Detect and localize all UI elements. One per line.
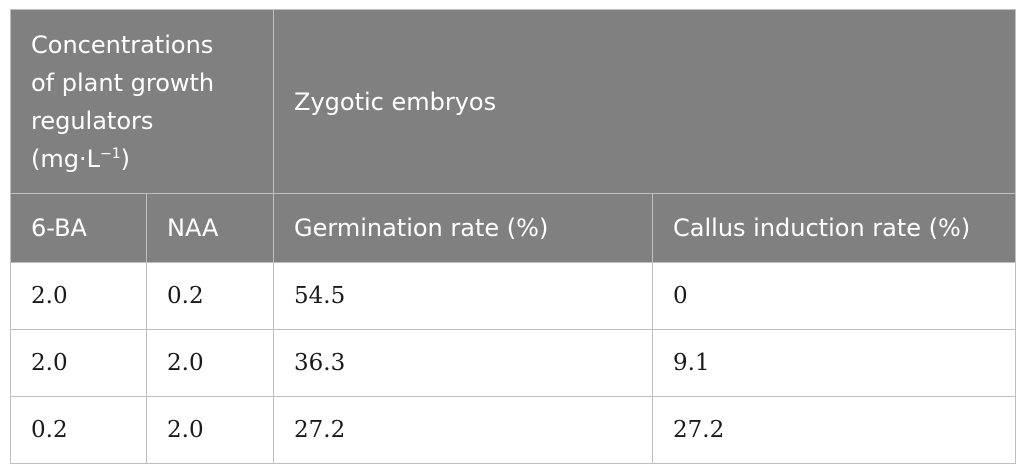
cell-naa: 2.0 xyxy=(145,329,275,397)
table-row: 2.0 2.0 36.3 9.1 xyxy=(10,329,1017,397)
column-header-callus-induction-rate: Callus induction rate (%) xyxy=(652,193,1017,263)
unit-close: ) xyxy=(120,144,130,173)
cell-callus-induction-rate: 9.1 xyxy=(652,329,1017,397)
unit-exponent: −1 xyxy=(99,145,121,162)
cell-germination-rate: 54.5 xyxy=(273,262,654,330)
cell-callus-induction-rate: 0 xyxy=(652,262,1017,330)
header-row-top: Concentrations of plant growth regulator… xyxy=(9,9,1017,194)
cell-germination-rate: 27.2 xyxy=(273,396,654,464)
header-cell-zygotic-embryos: Zygotic embryos xyxy=(273,9,1017,194)
header-cell-concentrations: Concentrations of plant growth regulator… xyxy=(9,9,275,194)
column-header-6ba: 6-BA xyxy=(10,193,147,263)
cell-naa: 2.0 xyxy=(145,396,275,464)
cell-naa: 0.2 xyxy=(145,262,275,330)
header-line-2: of plant growth xyxy=(31,68,215,97)
table-row: 0.2 2.0 27.2 27.2 xyxy=(10,396,1017,464)
cell-6ba: 2.0 xyxy=(10,329,147,397)
unit-text: (mg·L xyxy=(31,144,100,173)
cell-6ba: 2.0 xyxy=(10,262,147,330)
header-line-1: Concentrations xyxy=(31,30,214,59)
cell-6ba: 0.2 xyxy=(10,396,147,464)
table-row: 2.0 0.2 54.5 0 xyxy=(10,262,1017,330)
header-line-4: (mg·L−1) xyxy=(31,140,273,178)
column-header-germination-rate: Germination rate (%) xyxy=(273,193,654,263)
header-row-columns: 6-BA NAA Germination rate (%) Callus ind… xyxy=(10,193,1017,263)
results-table: Concentrations of plant growth regulator… xyxy=(9,9,1017,464)
cell-callus-induction-rate: 27.2 xyxy=(652,396,1017,464)
cell-germination-rate: 36.3 xyxy=(273,329,654,397)
column-header-naa: NAA xyxy=(145,193,275,263)
header-line-3: regulators xyxy=(31,106,154,135)
